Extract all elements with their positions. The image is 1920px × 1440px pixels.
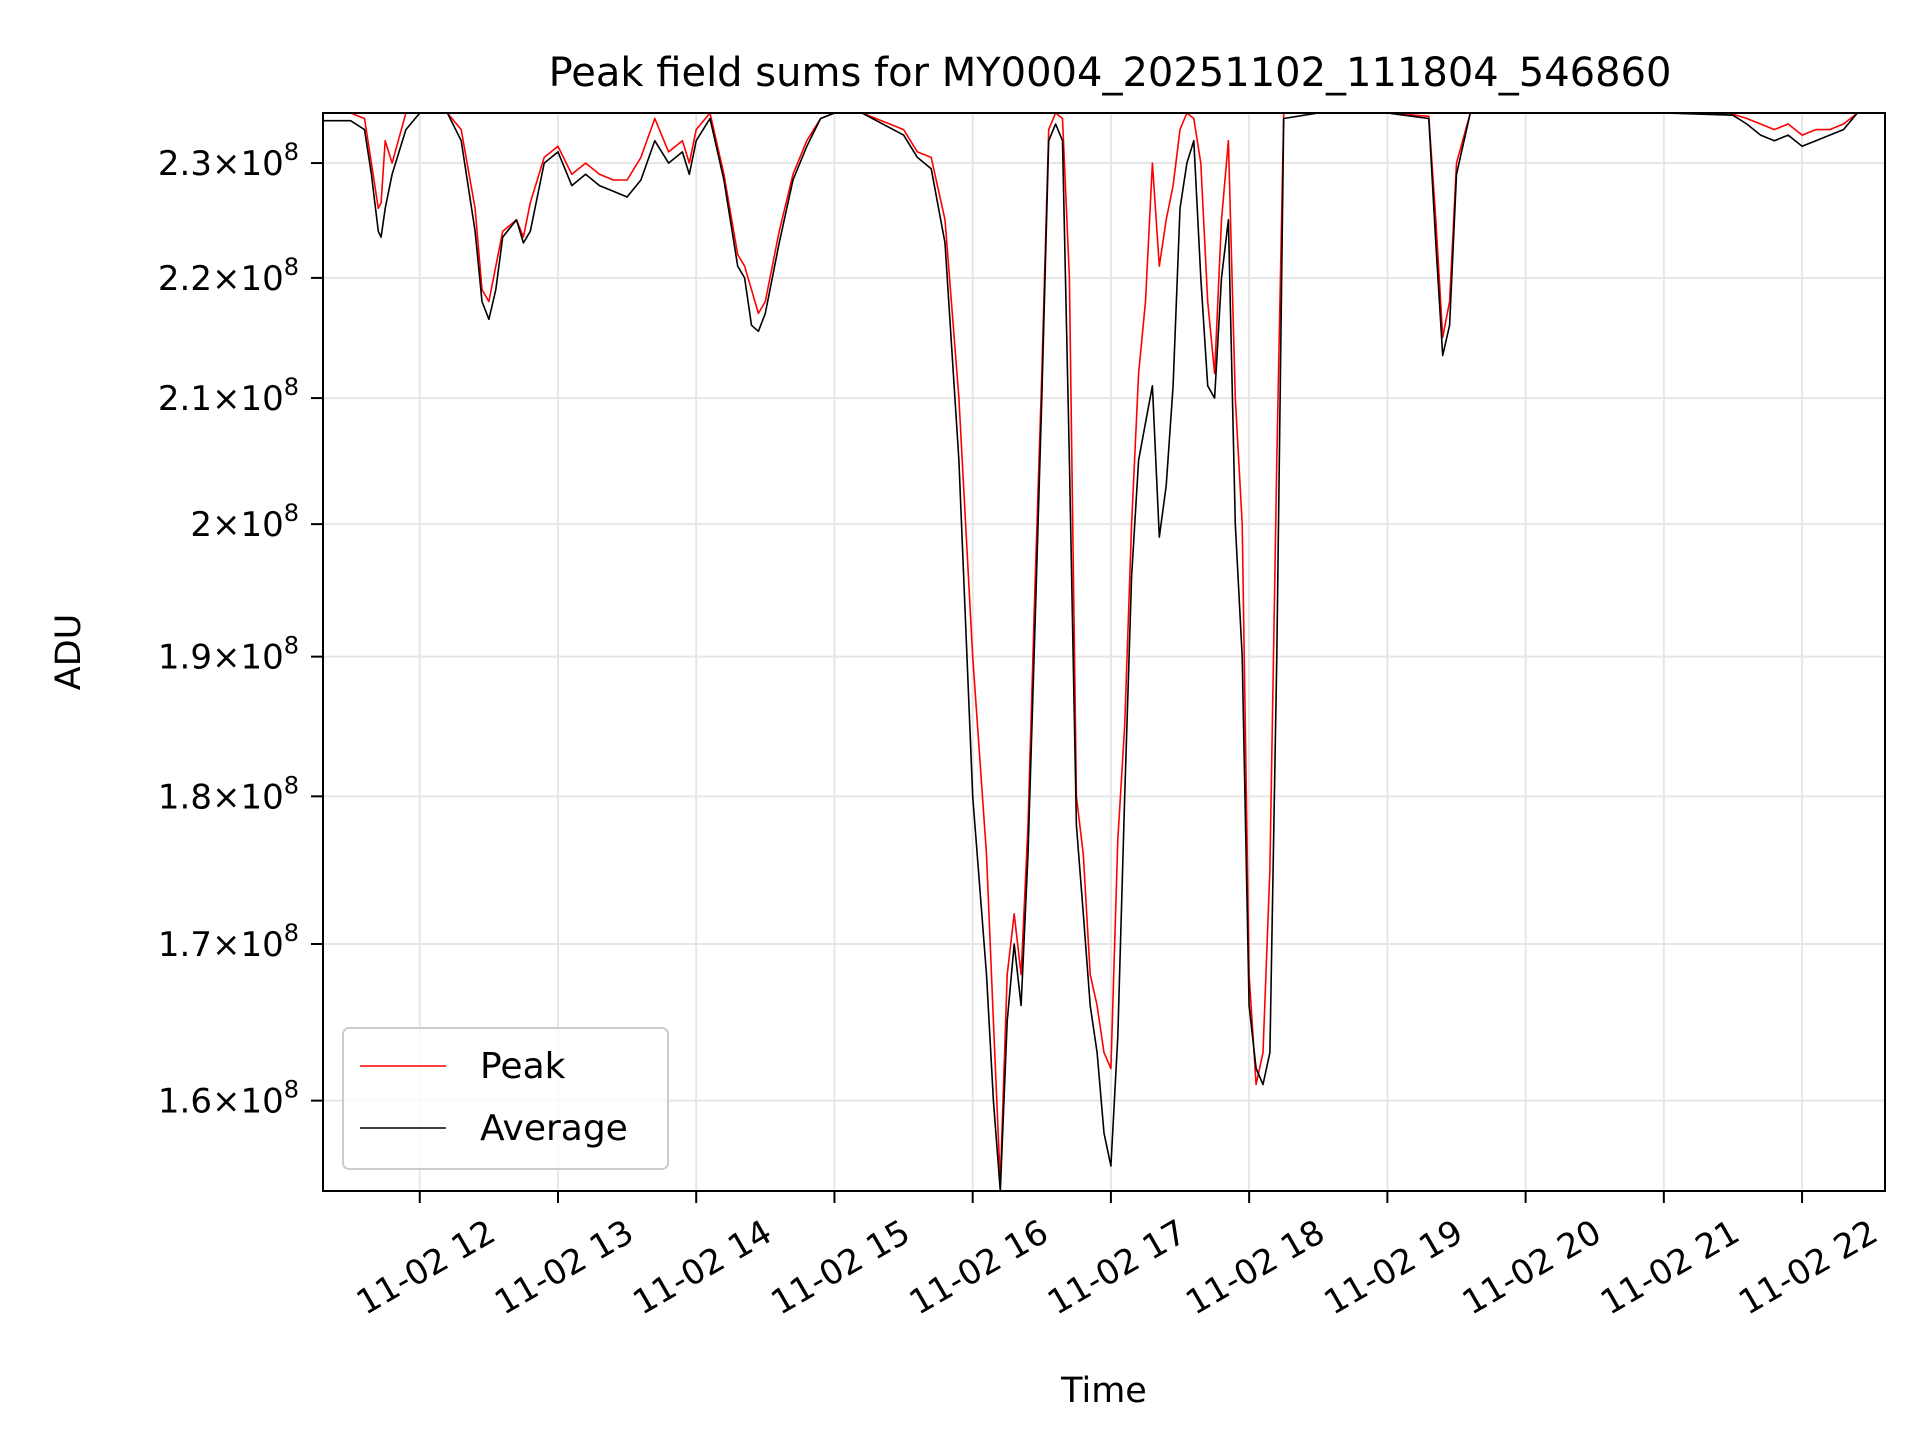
x-axis-label: Time — [1060, 1371, 1147, 1411]
x-tick-label: 11-02 22 — [1732, 1212, 1884, 1323]
legend-box — [342, 1027, 669, 1170]
x-tick-label: 11-02 15 — [765, 1212, 917, 1323]
y-tick-label: 2×108 — [190, 499, 299, 545]
y-tick-label: 2.2×108 — [158, 253, 299, 299]
y-tick-label: 1.7×108 — [158, 919, 299, 965]
y-axis: 1.6×108 1.7×108 1.8×108 1.9×108 2×108 2.1×108… — [158, 138, 323, 1122]
chart-title: Peak field sums for MY0004_20251102_1118… — [549, 50, 1672, 96]
legend-peak-label: Peak — [480, 1046, 566, 1087]
x-tick-label: 11-02 18 — [1179, 1212, 1331, 1323]
x-tick-label: 11-02 17 — [1041, 1212, 1193, 1323]
y-tick-label: 1.8×108 — [158, 771, 299, 817]
x-tick-label: 11-02 21 — [1594, 1212, 1746, 1323]
legend: Peak Average — [342, 1027, 669, 1170]
plot-area-frame — [322, 112, 1886, 1192]
legend-average-label: Average — [480, 1108, 628, 1149]
x-tick-label: 11-02 20 — [1456, 1212, 1608, 1323]
x-tick-label: 11-02 19 — [1317, 1212, 1469, 1323]
series-line-peak — [323, 113, 1858, 1184]
y-tick-label: 2.3×108 — [158, 138, 299, 184]
y-tick-label: 1.6×108 — [158, 1076, 299, 1122]
y-tick-label: 2.1×108 — [158, 373, 299, 419]
y-tick-label: 1.9×108 — [158, 632, 299, 678]
x-tick-label: 11-02 16 — [903, 1212, 1055, 1323]
y-axis-label: ADU — [49, 614, 89, 691]
x-tick-label: 11-02 14 — [626, 1212, 778, 1323]
x-tick-label: 11-02 13 — [488, 1212, 640, 1323]
x-tick-label: 11-02 12 — [350, 1212, 502, 1323]
